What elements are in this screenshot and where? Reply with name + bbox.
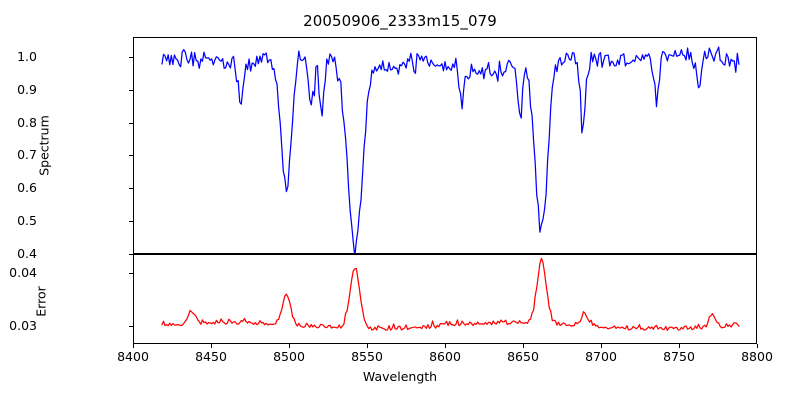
y-tick-mark	[129, 272, 133, 274]
x-tick-label: 8800	[741, 349, 773, 364]
y-tick-mark	[129, 325, 133, 327]
x-tick-mark	[679, 344, 681, 348]
x-tick-label: 8750	[663, 349, 695, 364]
x-axis-label: Wavelength	[362, 369, 438, 384]
y-tick-label: 0.7	[17, 147, 37, 163]
y-tick-label: 0.9	[17, 81, 37, 97]
y-tick-label: 0.4	[17, 245, 37, 261]
y-tick-mark	[129, 56, 133, 58]
y-tick-label: 0.04	[9, 264, 37, 280]
y-tick-label: 0.8	[17, 114, 37, 130]
x-tick-mark	[757, 344, 759, 348]
y-tick-mark	[129, 155, 133, 157]
y-axis-label-spectrum: Spectrum	[36, 115, 52, 176]
x-tick-label: 8450	[195, 349, 227, 364]
y-tick-mark	[129, 188, 133, 190]
y-tick-mark	[129, 122, 133, 124]
x-tick-mark	[523, 344, 525, 348]
x-tick-label: 8600	[429, 349, 461, 364]
x-tick-mark	[289, 344, 291, 348]
y-tick-label: 0.6	[17, 179, 37, 195]
y-tick-label: 1.0	[17, 48, 37, 64]
y-tick-label: 0.5	[17, 212, 37, 228]
y-tick-mark	[129, 89, 133, 91]
x-tick-label: 8500	[273, 349, 305, 364]
spectrum-plot-panel	[133, 37, 757, 254]
x-tick-mark	[211, 344, 213, 348]
x-tick-mark	[445, 344, 447, 348]
y-tick-label: 0.03	[9, 317, 37, 333]
x-tick-mark	[367, 344, 369, 348]
spectrum-line-series	[161, 46, 740, 253]
x-tick-label: 8700	[585, 349, 617, 364]
x-tick-mark	[601, 344, 603, 348]
chart-title: 20050906_2333m15_079	[303, 12, 497, 30]
x-tick-mark	[133, 344, 135, 348]
y-tick-mark	[129, 254, 133, 256]
error-line-series	[161, 257, 740, 331]
error-plot-panel	[133, 254, 757, 344]
y-tick-mark	[129, 221, 133, 223]
x-tick-label: 8400	[117, 349, 149, 364]
x-tick-label: 8650	[507, 349, 539, 364]
x-tick-label: 8550	[351, 349, 383, 364]
